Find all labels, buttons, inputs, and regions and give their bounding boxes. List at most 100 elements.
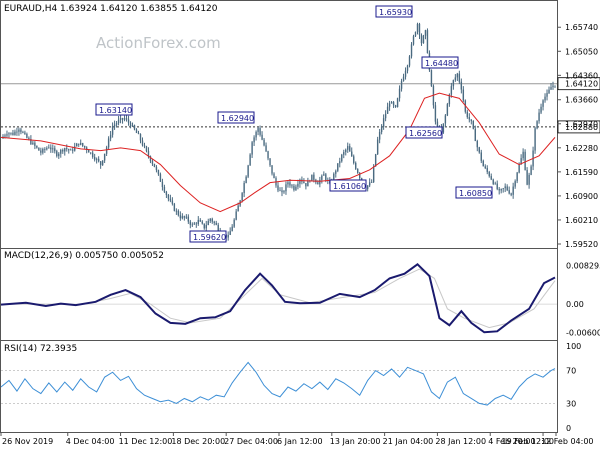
candle-body [293, 185, 295, 190]
candle-body [159, 174, 162, 182]
candle-body [396, 98, 399, 108]
candle-body [167, 194, 170, 199]
candle-body [355, 162, 357, 169]
pivot-label: 1.59620 [193, 233, 226, 242]
candle-body [456, 73, 459, 78]
macd-tick-label: -0.006007 [566, 328, 600, 337]
pivot-label-box [405, 126, 443, 139]
price-tick-label: 1.64360 [565, 71, 598, 80]
candle-body [452, 80, 455, 87]
candle-body [291, 185, 293, 187]
candle-body [345, 149, 347, 153]
candle-body [46, 148, 48, 150]
candle-body [540, 106, 542, 113]
macd-line [0, 263, 556, 334]
candle-body [392, 102, 395, 106]
candle-body [101, 160, 104, 166]
candle-body [470, 119, 473, 121]
candle-body [480, 152, 482, 161]
candle-body [253, 137, 255, 143]
candle-body [56, 151, 58, 157]
candle-body [412, 36, 415, 45]
x-tick-label: 26 Nov 2019 [2, 437, 53, 446]
candle-body [388, 103, 391, 107]
candle-body [492, 179, 494, 184]
candle-body [8, 133, 10, 135]
candle-body [321, 175, 323, 180]
candle-body [147, 150, 150, 157]
candle-body [215, 222, 217, 225]
candle-body [52, 148, 54, 150]
candle-body [155, 166, 158, 171]
candle-body [478, 147, 480, 153]
candle-body [468, 117, 471, 120]
candle-body [10, 132, 12, 134]
candle-body [149, 156, 152, 162]
candle-body [129, 122, 132, 127]
candle-body [137, 132, 140, 135]
candle-body [380, 126, 383, 132]
candle-body [544, 96, 546, 101]
rsi-tick-label: 0 [566, 424, 571, 433]
candle-body [241, 193, 243, 201]
candle-body [179, 215, 182, 219]
x-tick-label: 18 Dec 20:00 [171, 437, 225, 446]
candle-body [111, 126, 114, 135]
candle-body [552, 85, 554, 88]
candle-body [454, 77, 457, 81]
candle-body [209, 218, 211, 221]
candle-body [257, 128, 259, 132]
price-box-label: 1.64120 [565, 80, 598, 89]
price-tick-label: 1.62970 [565, 120, 598, 129]
candle-body [109, 134, 112, 139]
candle-body [229, 231, 231, 235]
candle-body [408, 56, 411, 66]
candle-body [524, 151, 526, 171]
candle-body [74, 146, 76, 151]
candle-body [121, 118, 124, 120]
candle-body [394, 105, 397, 108]
x-tick-label: 6 Jan 12:00 [277, 437, 323, 446]
candle-body [512, 186, 514, 195]
candle-body [123, 118, 126, 120]
candle-body [271, 165, 273, 174]
candle-body [201, 221, 203, 224]
candle-body [462, 89, 465, 101]
candle-body [333, 173, 335, 182]
pivot-label: 1.62940 [221, 114, 254, 123]
candle-body [267, 151, 269, 159]
candle-body [30, 139, 32, 145]
candle-body [115, 123, 118, 125]
candle-body [337, 163, 339, 171]
candle-body [542, 100, 544, 107]
candle-body [339, 161, 341, 164]
candle-body [508, 190, 510, 194]
candle-body [490, 176, 492, 180]
candle-body [42, 148, 44, 153]
macd-header: MACD(12,26,9) 0.005750 0.005052 [4, 251, 164, 261]
candle-body [4, 135, 6, 137]
candle-body [386, 106, 389, 114]
candle-body [496, 183, 498, 190]
candle-body [406, 65, 409, 71]
price-tick-label: 1.65740 [565, 23, 598, 32]
candle-body [70, 149, 72, 151]
candle-body [231, 226, 233, 232]
candle-body [117, 119, 120, 124]
candle-body [279, 190, 281, 192]
pivot-label-box [421, 56, 459, 69]
candle-body [368, 182, 371, 186]
candle-body [307, 180, 309, 187]
candle-body [97, 158, 100, 162]
candle-body [163, 187, 166, 192]
candle-body [255, 131, 257, 138]
candle-body [378, 131, 381, 140]
candle-body [317, 182, 319, 185]
candle-body [323, 174, 325, 176]
candle-body [400, 81, 403, 89]
candle-body [16, 131, 18, 133]
candle-body [191, 224, 194, 226]
candle-body [22, 131, 24, 133]
pivot-label: 1.64480 [425, 59, 458, 68]
